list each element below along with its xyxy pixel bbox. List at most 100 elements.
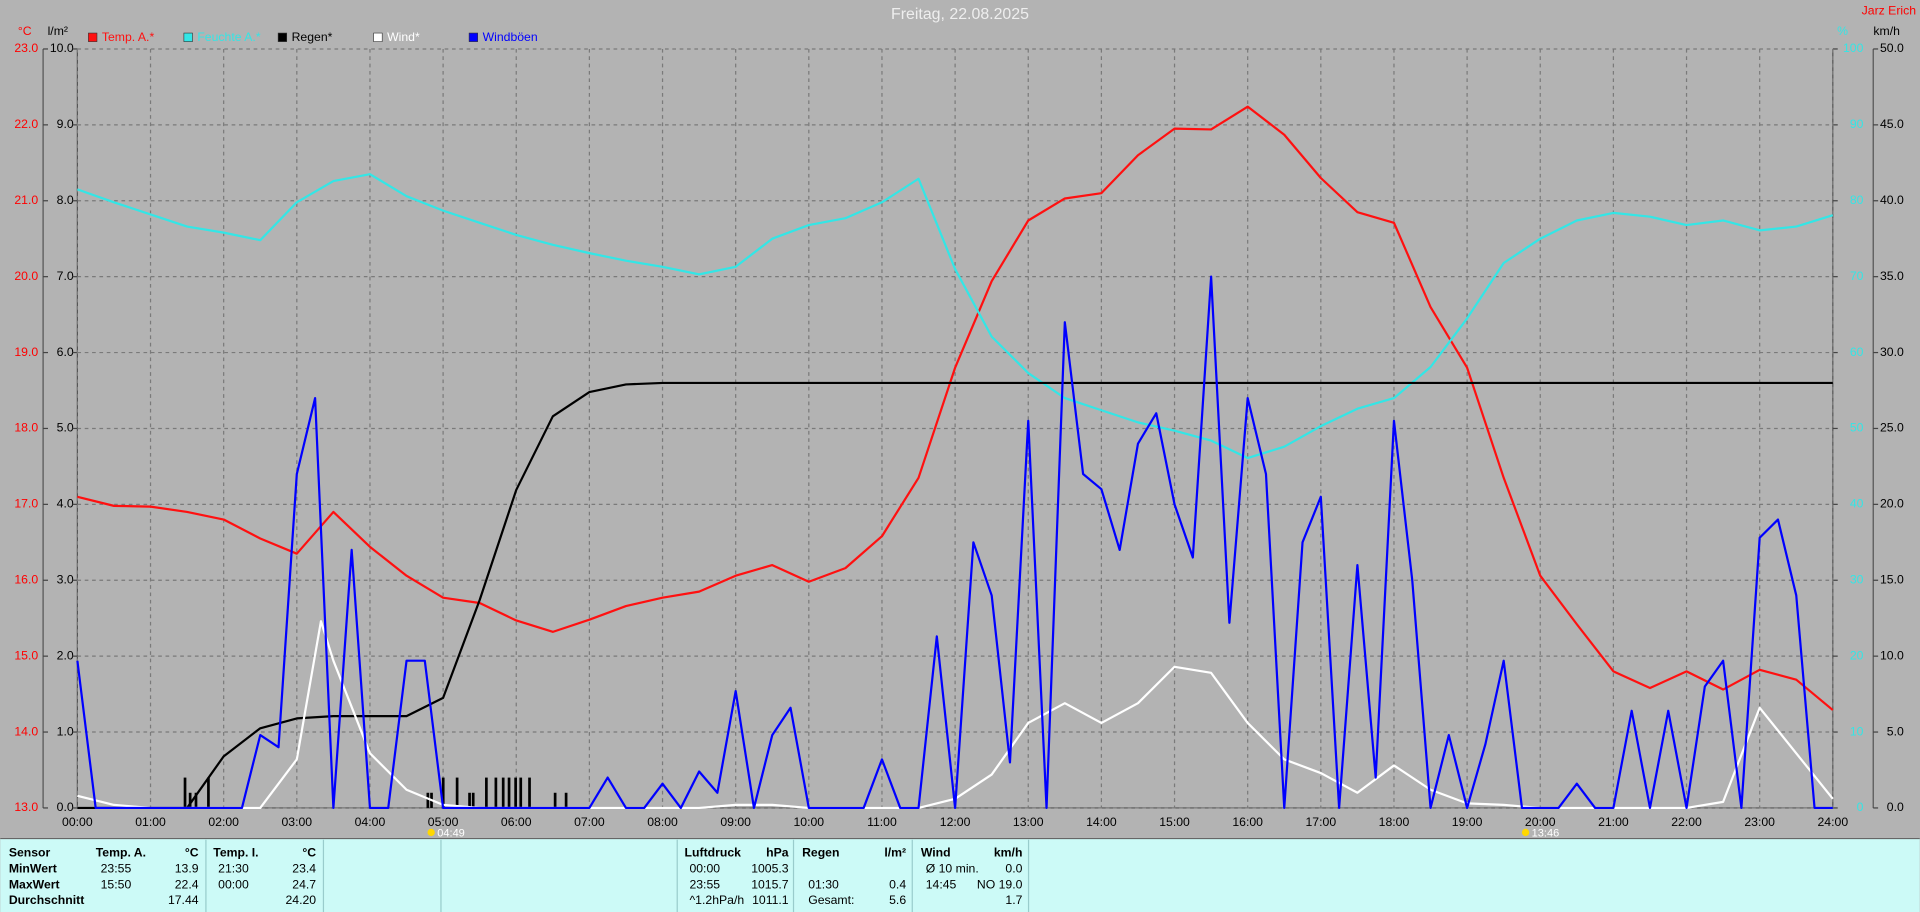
y-tick-label: 10.0 bbox=[1880, 648, 1904, 662]
rain-bar bbox=[194, 792, 198, 808]
y-tick-label: 8.0 bbox=[57, 193, 74, 207]
rain-bar bbox=[514, 777, 517, 808]
y-tick-label: 30 bbox=[1850, 572, 1864, 586]
x-tick-label: 01:00 bbox=[135, 815, 166, 829]
rain-bar bbox=[553, 792, 557, 808]
cell-value: 1.7 bbox=[1005, 893, 1022, 907]
cell-value: 23.4 bbox=[292, 861, 316, 875]
rain-bar bbox=[455, 777, 459, 808]
y-tick-label: 19.0 bbox=[14, 345, 38, 359]
y-tick-label: 60 bbox=[1850, 345, 1864, 359]
section-title: Temp. A. bbox=[96, 845, 146, 859]
y-tick-label: 20.0 bbox=[14, 269, 38, 283]
cell-value: 13.9 bbox=[175, 861, 199, 875]
series-line bbox=[77, 381, 1833, 810]
y-tick-label: 15.0 bbox=[1880, 572, 1904, 586]
cell-value: 1015.7 bbox=[751, 877, 789, 891]
x-tick-label: 05:00 bbox=[428, 815, 459, 829]
rain-bar bbox=[207, 777, 210, 808]
y-tick-label: 45.0 bbox=[1880, 117, 1904, 131]
x-tick-label: 20:00 bbox=[1525, 815, 1556, 829]
y-tick-label: 40.0 bbox=[1880, 193, 1904, 207]
x-tick-label: 22:00 bbox=[1671, 815, 1702, 829]
rain-bar bbox=[507, 777, 511, 808]
cell-value: 17.44 bbox=[168, 893, 199, 907]
sun-time: 04:49 bbox=[437, 828, 465, 840]
cell-time: 15:50 bbox=[101, 877, 132, 891]
sunset-icon bbox=[1521, 828, 1530, 837]
cell-time: 01:30 bbox=[808, 877, 839, 891]
x-tick-label: 03:00 bbox=[281, 815, 312, 829]
rain-bar bbox=[426, 792, 430, 808]
y-tick-label: 21.0 bbox=[14, 193, 38, 207]
cell-value: 0.0 bbox=[1005, 861, 1022, 875]
cell-value: 1011.1 bbox=[752, 893, 789, 907]
y-tick-label: 16.0 bbox=[14, 572, 38, 586]
x-tick-label: 07:00 bbox=[574, 815, 605, 829]
rain-bar bbox=[528, 777, 531, 808]
y-tick-label: 14.0 bbox=[14, 724, 38, 738]
cell-value: NO 19.0 bbox=[977, 877, 1023, 891]
legend-label: Windböen bbox=[483, 30, 538, 44]
y-tick-label: 80 bbox=[1850, 193, 1864, 207]
x-tick-label: 21:00 bbox=[1598, 815, 1629, 829]
x-tick-label: 18:00 bbox=[1379, 815, 1410, 829]
x-tick-label: 06:00 bbox=[501, 815, 532, 829]
legend-label: Feuchte A.* bbox=[197, 30, 260, 44]
rain-bar bbox=[188, 792, 192, 808]
section-unit: °C bbox=[302, 845, 316, 859]
y-tick-label: 10.0 bbox=[50, 41, 74, 55]
y-tick-label: 35.0 bbox=[1880, 269, 1904, 283]
axis-unit: % bbox=[1837, 24, 1848, 38]
x-tick-label: 11:00 bbox=[867, 815, 897, 829]
cell-value: 24.7 bbox=[292, 877, 316, 891]
series-line bbox=[76, 275, 1833, 810]
y-tick-label: 4.0 bbox=[57, 497, 74, 511]
y-tick-label: 9.0 bbox=[57, 117, 74, 131]
x-tick-label: 15:00 bbox=[1159, 815, 1190, 829]
axis-unit: °C bbox=[18, 24, 32, 38]
rain-bar bbox=[519, 777, 523, 808]
x-tick-label: 00:00 bbox=[62, 815, 93, 829]
y-tick-label: 40 bbox=[1850, 497, 1864, 511]
cell-time: Gesamt: bbox=[808, 893, 854, 907]
x-tick-label: 14:00 bbox=[1086, 815, 1117, 829]
section-unit: km/h bbox=[994, 845, 1023, 859]
series-line bbox=[77, 105, 1834, 711]
legend-label: Regen* bbox=[292, 30, 333, 44]
y-tick-label: 100 bbox=[1843, 41, 1864, 55]
y-tick-label: 30.0 bbox=[1880, 345, 1904, 359]
x-tick-label: 10:00 bbox=[794, 815, 825, 829]
y-tick-label: 50 bbox=[1850, 421, 1864, 435]
y-tick-label: 1.0 bbox=[57, 724, 74, 738]
axis-unit: l/m² bbox=[48, 24, 68, 38]
rain-bar bbox=[564, 792, 568, 808]
cell-time: 14:45 bbox=[926, 877, 957, 891]
row-label: Durchschnitt bbox=[9, 893, 84, 907]
legend-label: Wind* bbox=[387, 30, 420, 44]
y-tick-label: 2.0 bbox=[57, 648, 74, 662]
rain-bar bbox=[501, 777, 505, 808]
cell-time: 00:00 bbox=[689, 861, 720, 875]
section-unit: l/m² bbox=[884, 845, 906, 859]
cell-time: 00:00 bbox=[218, 877, 249, 891]
axis-unit: km/h bbox=[1873, 24, 1900, 38]
y-tick-label: 20.0 bbox=[1880, 497, 1904, 511]
cell-time: 23:55 bbox=[101, 861, 132, 875]
cell-value: 22.4 bbox=[175, 877, 199, 891]
y-tick-label: 5.0 bbox=[1887, 724, 1904, 738]
section-unit: hPa bbox=[766, 845, 789, 859]
cell-value: 24.20 bbox=[285, 893, 316, 907]
rain-bar bbox=[183, 777, 187, 808]
author: Jarz Erich bbox=[1862, 3, 1917, 17]
y-tick-label: 90 bbox=[1850, 117, 1864, 131]
legend-swatch bbox=[277, 32, 288, 42]
rain-bar bbox=[471, 792, 475, 808]
cell-value: 1005.3 bbox=[751, 861, 789, 875]
y-tick-label: 0.0 bbox=[57, 800, 74, 814]
cell-time: Ø 10 min. bbox=[926, 861, 979, 875]
cell-time: ^1.2hPa/h bbox=[689, 893, 744, 907]
cell-value: 0.4 bbox=[889, 877, 906, 891]
